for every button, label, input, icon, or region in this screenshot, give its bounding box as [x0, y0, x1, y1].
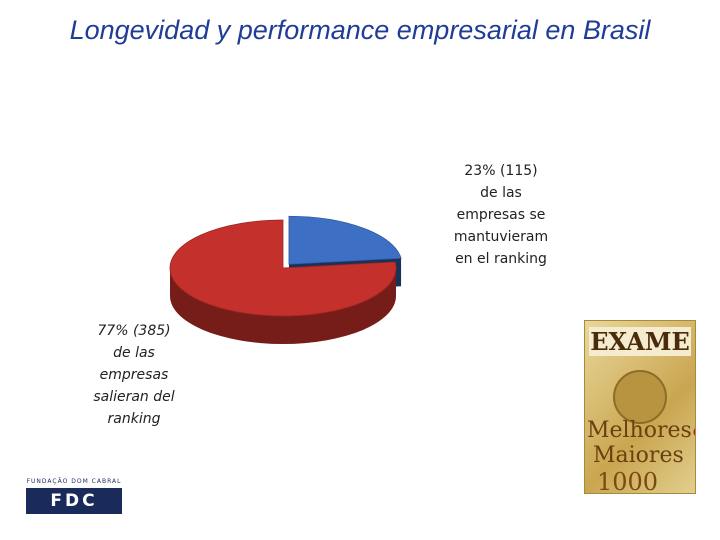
data-label: 77% (385) de las empresas salieran del r…	[82, 320, 186, 430]
magazine-amp: &	[692, 418, 695, 443]
logo-org: FUNDAÇÃO DOM CABRAL	[26, 478, 122, 485]
value-label: 77% (385)	[97, 323, 171, 339]
category-label: de las empresas se mantuvieram en el ran…	[453, 185, 549, 267]
pie-slice	[169, 219, 397, 317]
logo-abbr: FDC	[26, 488, 122, 514]
pie-slice-side	[170, 268, 396, 344]
chart-title: Longevidad y performance empresarial en …	[69, 15, 651, 45]
magazine-text: Melhores	[587, 418, 692, 443]
magazine-cover: EXAME Melhores& Maiores 1000	[584, 320, 696, 494]
magazine-line2: Maiores	[593, 443, 684, 468]
pie-slice	[288, 215, 402, 265]
value-label: 23% (115)	[464, 163, 538, 179]
logo: FUNDAÇÃO DOM CABRAL FDC	[26, 478, 122, 514]
magazine-number: 1000	[597, 468, 659, 494]
magazine-line1: Melhores&	[587, 418, 695, 443]
category-label: de las empresas salieran del ranking	[93, 345, 175, 427]
magazine-name: EXAME	[589, 327, 691, 356]
data-label: 23% (115) de las empresas se mantuvieram…	[445, 160, 557, 270]
